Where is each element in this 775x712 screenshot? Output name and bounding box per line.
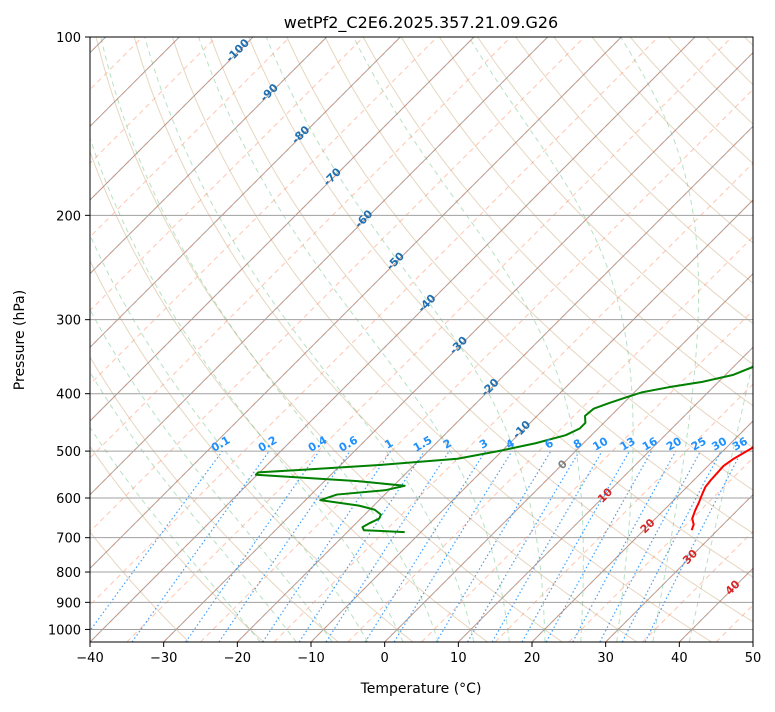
isotherm-dashed — [753, 37, 775, 642]
isotherm — [458, 37, 775, 642]
isotherm-dashed — [274, 37, 775, 642]
isotherm-dashed — [422, 37, 775, 642]
isotherm-dashed — [0, 37, 69, 642]
dry-adiabat — [134, 37, 637, 642]
y-tick-label: 600 — [56, 492, 81, 507]
x-tick-label: 10 — [450, 651, 467, 666]
isotherm-dashed — [532, 37, 775, 642]
y-tick-label: 500 — [56, 445, 81, 460]
dry-adiabat — [0, 37, 264, 642]
mixing-ratio-line — [82, 451, 223, 642]
isotherm-dashed — [0, 37, 290, 642]
isotherm-label: 40 — [723, 577, 743, 597]
isotherm-label: -100 — [223, 36, 252, 65]
isotherm-label: -90 — [258, 81, 281, 104]
dry-adiabat — [58, 37, 488, 642]
isotherm-label: -60 — [352, 207, 375, 230]
moist-adiabat — [64, 37, 403, 642]
moist-adiabat — [469, 37, 633, 642]
moist-adiabat — [0, 37, 260, 642]
moist-adiabat — [101, 37, 439, 642]
y-tick-label: 100 — [56, 31, 81, 46]
y-tick-label: 200 — [56, 209, 81, 224]
x-tick-label: −40 — [76, 651, 103, 666]
isotherm-dashed — [53, 37, 658, 642]
isotherm-dashed — [348, 37, 775, 642]
moist-adiabat — [4, 37, 332, 642]
x-tick-label: −20 — [224, 651, 251, 666]
isotherm-dashed — [643, 37, 775, 642]
mixing-ratio-line — [546, 451, 651, 642]
y-tick-label: 300 — [56, 314, 81, 329]
dry-adiabat — [668, 37, 775, 642]
mixing-ratio-line — [573, 451, 676, 642]
y-axis-label: Pressure (hPa) — [12, 290, 28, 390]
isotherm-label: -70 — [321, 165, 344, 188]
x-tick-label: 40 — [671, 651, 688, 666]
dry-adiabat — [478, 37, 775, 642]
isotherm-label: -10 — [510, 418, 533, 441]
x-tick-label: 50 — [745, 651, 762, 666]
background-lines — [0, 37, 775, 642]
dry-adiabat — [592, 37, 775, 642]
dry-adiabat — [0, 37, 189, 642]
mixing-ratio-line — [600, 451, 701, 642]
y-tick-label: 800 — [56, 566, 81, 581]
mixing-ratio-label: 3 — [477, 437, 490, 452]
isotherm-dashed — [0, 37, 474, 642]
mixing-ratio-label: 2 — [441, 437, 454, 452]
x-axis-label: Temperature (°C) — [360, 681, 482, 697]
isotherm-dashed — [458, 37, 775, 642]
isotherm-dashed — [0, 37, 253, 642]
moist-adiabat — [689, 37, 775, 642]
mixing-ratio-line — [299, 451, 424, 642]
dry-adiabat — [20, 37, 413, 642]
x-tick-label: −10 — [297, 651, 324, 666]
mixing-ratio-line — [436, 451, 550, 642]
dry-adiabat — [745, 37, 775, 642]
y-tick-label: 1000 — [48, 623, 81, 638]
isotherm-label: -20 — [478, 376, 501, 399]
isotherm — [0, 37, 400, 642]
isotherm — [753, 37, 775, 642]
isotherm — [0, 37, 253, 642]
isotherm-dashed — [0, 37, 327, 642]
x-tick-label: 20 — [524, 651, 541, 666]
isotherm — [0, 37, 327, 642]
dry-adiabat — [0, 37, 338, 642]
moist-adiabat — [32, 37, 367, 642]
isotherm-dashed — [0, 37, 511, 642]
x-tick-label: 30 — [597, 651, 614, 666]
dry-adiabat — [554, 37, 775, 642]
chart-title: wetPf2_C2E6.2025.357.21.09.G26 — [284, 13, 558, 33]
isotherm — [532, 37, 775, 642]
y-tick-label: 900 — [56, 596, 81, 611]
dry-adiabat — [707, 37, 775, 642]
y-tick-label: 400 — [56, 388, 81, 403]
isotherm-dashed — [716, 37, 775, 642]
x-tick-label: 0 — [381, 651, 389, 666]
isotherm — [0, 37, 474, 642]
y-tick-label: 700 — [56, 532, 81, 547]
isotherm-dashed — [127, 37, 732, 642]
x-tick-label: −30 — [150, 651, 177, 666]
isotherm-dashed — [0, 37, 400, 642]
